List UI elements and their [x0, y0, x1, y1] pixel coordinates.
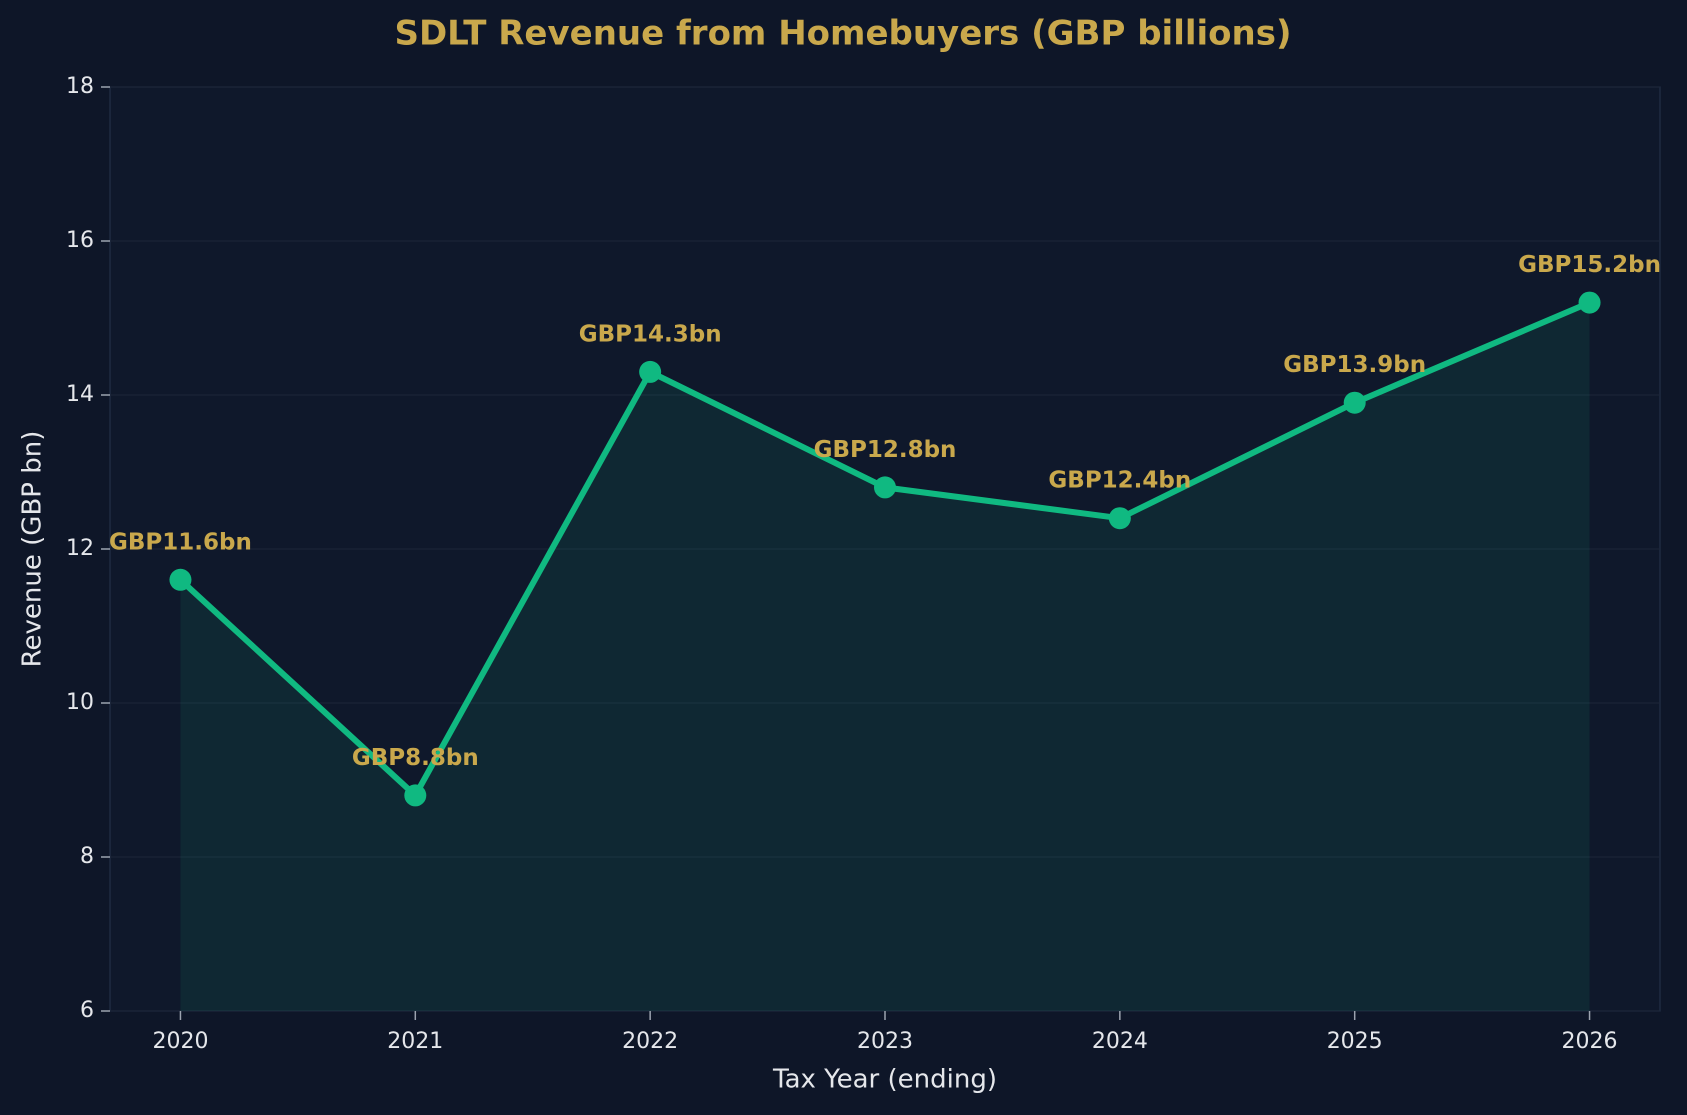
- point: [874, 476, 896, 499]
- data-label: GBP11.6bn: [109, 529, 252, 555]
- data-label: GBP12.4bn: [1048, 468, 1191, 494]
- x-axis-label: Tax Year (ending): [772, 1065, 997, 1095]
- y-tick-label: 6: [80, 998, 94, 1023]
- chart-title: SDLT Revenue from Homebuyers (GBP billio…: [394, 14, 1291, 54]
- x-tick-label: 2022: [622, 1029, 678, 1054]
- point: [1578, 291, 1601, 314]
- point: [169, 568, 192, 591]
- x-tick-label: 2020: [152, 1029, 208, 1054]
- data-label: GBP8.8bn: [352, 745, 479, 771]
- y-tick-label: 10: [66, 690, 94, 715]
- y-tick-label: 8: [80, 844, 94, 869]
- y-tick-label: 16: [66, 228, 94, 253]
- area: [180, 302, 1590, 1012]
- point: [1343, 391, 1366, 414]
- data-label: GBP13.9bn: [1283, 352, 1426, 378]
- data-label: GBP15.2bn: [1518, 252, 1661, 278]
- data-label: GBP14.3bn: [579, 321, 722, 347]
- point: [1108, 507, 1131, 530]
- y-axis-label: Revenue (GBP bn): [18, 431, 48, 668]
- point: [639, 360, 662, 383]
- y-tick-label: 18: [66, 74, 94, 99]
- x-tick-label: 2025: [1327, 1029, 1383, 1054]
- point: [404, 784, 427, 807]
- x-tick-label: 2024: [1092, 1029, 1148, 1054]
- data-label: GBP12.8bn: [814, 437, 957, 463]
- y-tick-label: 14: [66, 382, 94, 407]
- x-tick-label: 2026: [1562, 1029, 1618, 1054]
- x-tick-label: 2021: [387, 1029, 443, 1054]
- x-tick-label: 2023: [857, 1029, 913, 1054]
- y-tick-label: 12: [66, 536, 94, 561]
